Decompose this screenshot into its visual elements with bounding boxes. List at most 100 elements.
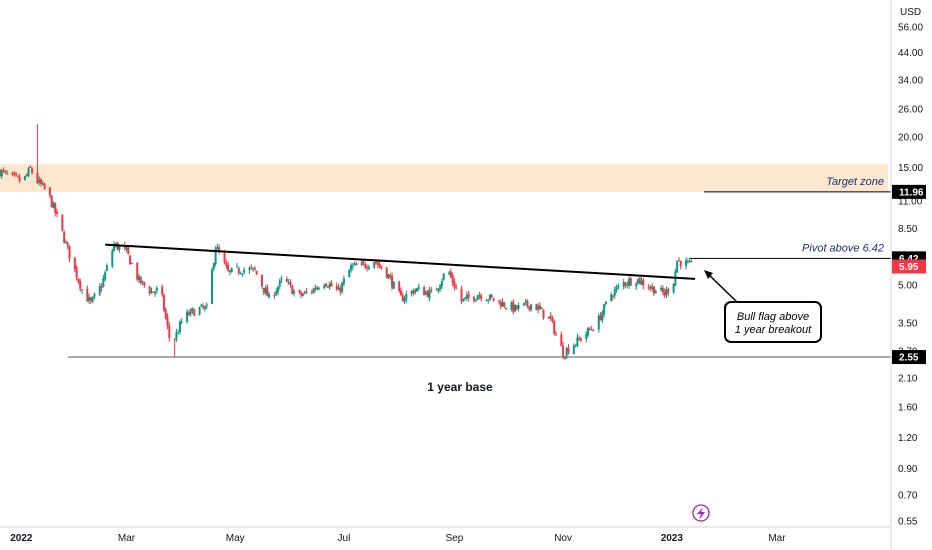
price-tag-label: 2.55 (899, 353, 919, 364)
candle-body (667, 288, 670, 293)
candle-body (610, 294, 613, 301)
y-tick-label: 56.00 (898, 22, 923, 33)
candle-body (535, 304, 538, 311)
candle-body (391, 275, 394, 288)
candle-body (230, 267, 233, 272)
candle-body (442, 273, 445, 280)
candle-body (590, 329, 593, 331)
candle-body (202, 306, 205, 308)
candle-body (127, 246, 130, 255)
candle-body (316, 287, 319, 290)
candle-body (303, 291, 306, 294)
candle-body (214, 248, 217, 265)
time-axis[interactable]: 2022 Mar May Jul Sep Nov 2023 Mar (10, 533, 786, 544)
candle-body (540, 308, 543, 310)
candle-body (437, 288, 440, 292)
candle-body (513, 304, 516, 312)
candle-body (161, 286, 164, 295)
candle-body (105, 265, 108, 271)
candle-body (465, 295, 468, 299)
candle-body (337, 287, 340, 290)
candle-body (0, 169, 1, 177)
candle-body (426, 291, 429, 297)
price-axis[interactable]: 56.00 44.00 34.00 26.00 20.00 15.00 11.00 8.50 5… (898, 22, 923, 527)
candle-body (350, 265, 353, 271)
candle-body (389, 275, 392, 277)
candle-body (649, 287, 652, 289)
y-tick-label: 26.00 (898, 104, 923, 115)
candle-body (501, 301, 504, 307)
candle-body (175, 332, 178, 340)
candle-body (291, 285, 294, 295)
candle-body (503, 302, 506, 307)
candle-body (398, 281, 401, 291)
candle-body (688, 260, 691, 263)
candle-body (212, 263, 215, 269)
candle-body (241, 273, 244, 275)
y-tick-label: 15.00 (898, 163, 923, 174)
candle-body (387, 274, 390, 279)
candle-body (567, 347, 570, 354)
candle-body (378, 263, 381, 267)
candle-body (39, 179, 42, 185)
callout-arrowhead (704, 270, 713, 279)
candle-body (460, 288, 463, 302)
price-tag-label: 6.42 (899, 254, 919, 265)
candle-body (102, 278, 105, 287)
price-tag-label: 11.96 (899, 187, 924, 198)
candle-body (180, 321, 183, 323)
candle-body (547, 316, 550, 319)
candle-body (148, 286, 151, 294)
candle-body (330, 282, 333, 287)
candle-body (11, 172, 14, 175)
x-tick-label: Mar (118, 533, 136, 544)
candle-body (310, 291, 313, 293)
candle-body (560, 334, 563, 347)
candle-body (665, 289, 668, 295)
candle-body (298, 290, 301, 293)
candle-body (130, 263, 133, 265)
price-tag (892, 259, 926, 274)
candle-body (587, 327, 590, 336)
candle-body (499, 302, 502, 307)
candle-body (280, 278, 283, 280)
candle-body (164, 309, 167, 318)
lightning-icon[interactable] (692, 504, 710, 522)
candle-body (205, 304, 208, 307)
x-tick-label: Mar (768, 533, 786, 544)
candle-body (93, 293, 96, 297)
candle-body (150, 291, 153, 294)
candle-body (73, 257, 76, 269)
candle-body (189, 309, 192, 315)
candle-body (4, 171, 7, 173)
candle-body (480, 295, 483, 300)
candle-body (54, 202, 57, 214)
candle-body (29, 166, 32, 168)
candle-body (574, 344, 577, 346)
candle-body (613, 289, 616, 296)
candle-body (253, 268, 256, 270)
candle-body (348, 270, 351, 278)
candle-body (276, 286, 279, 292)
candle-body (339, 287, 342, 293)
candle-body (326, 287, 329, 289)
y-tick-label: 34.00 (898, 76, 923, 87)
candle-body (392, 281, 395, 289)
candle-body (15, 173, 18, 176)
candle-body (250, 266, 253, 268)
callout-box (724, 301, 822, 343)
candle-body (360, 262, 363, 265)
candle-body (473, 297, 476, 301)
candle-body (497, 300, 500, 302)
candle-body (553, 321, 556, 334)
candle-body (43, 183, 46, 189)
candle-body (417, 287, 420, 289)
candle-body (530, 304, 533, 310)
candle-body (414, 289, 417, 293)
candle-body (455, 287, 458, 289)
candle-body (13, 173, 16, 175)
candle-body (63, 232, 66, 243)
candle-body (89, 297, 92, 302)
candle-body (492, 298, 495, 301)
